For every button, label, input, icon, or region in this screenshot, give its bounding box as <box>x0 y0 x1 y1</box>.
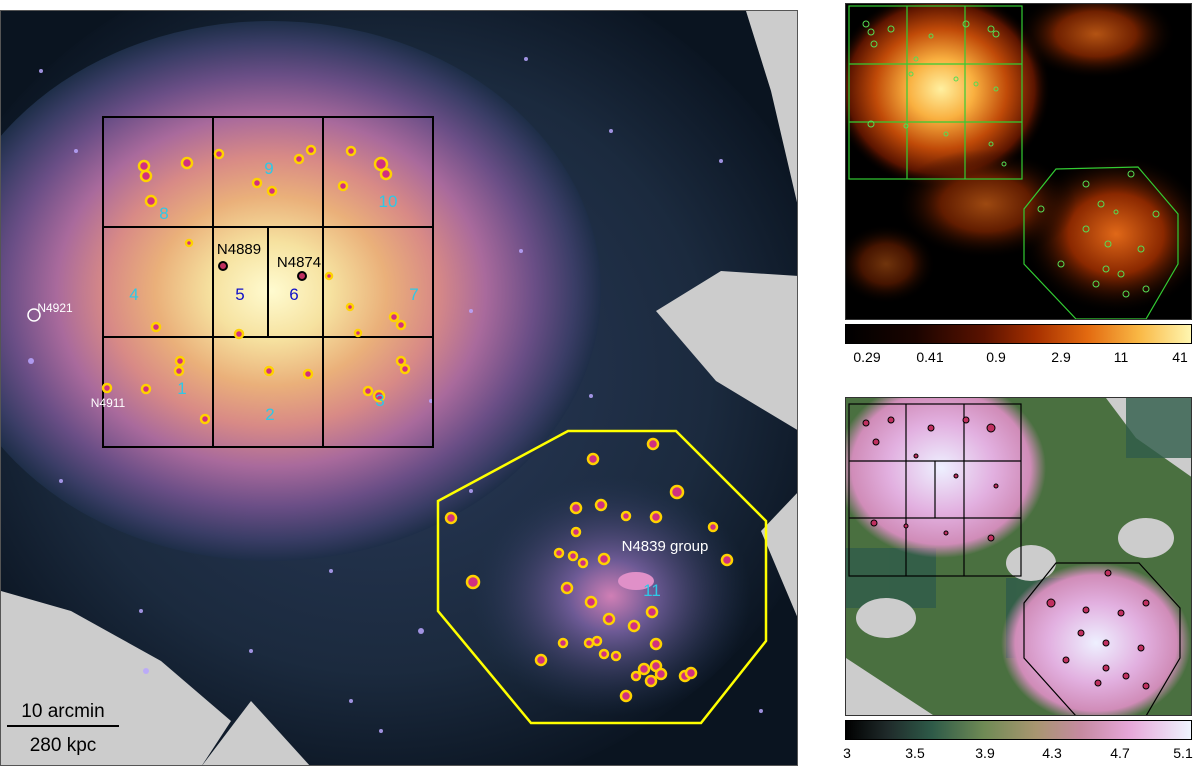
snr-map-canvas <box>846 4 1191 319</box>
subgroup-emission <box>471 476 751 716</box>
chip-gap-bottom <box>202 701 310 765</box>
n4839-core <box>618 572 654 590</box>
colorbar-bottom-tick: 3.9 <box>975 745 995 761</box>
temperature-map-panel <box>845 397 1192 716</box>
region-label-4: 4 <box>129 285 138 304</box>
colorbar-bottom-tick: 3 <box>843 745 851 761</box>
colorbar-bottom-tick: 4.3 <box>1042 745 1062 761</box>
n4839-group-label: N4839 group <box>622 538 709 555</box>
region-label-9: 9 <box>264 159 273 178</box>
region-label-1: 1 <box>177 379 186 398</box>
n4921-marker <box>27 308 41 322</box>
region-label-11: 11 <box>643 581 661 600</box>
region-label-5: 5 <box>235 285 244 304</box>
region-label-3: 3 <box>375 391 384 410</box>
cluster-emission <box>1 21 601 561</box>
chip-gap-top-right <box>746 11 797 203</box>
colorbar-bottom-tick: 5.1 <box>1173 745 1193 761</box>
chip-gap-right <box>656 271 797 430</box>
n4839-region-polygon <box>436 429 768 725</box>
main-xray-image: 1 2 3 4 7 8 9 10 11 5 6 N4889 N4874 N492… <box>0 10 798 766</box>
temperature-colorbar <box>845 720 1192 740</box>
colorbar-top-tick: 0.41 <box>916 349 944 365</box>
scalebar-arcmin-label: 10 arcmin <box>21 701 104 722</box>
colorbar-top-tick: 0.29 <box>853 349 881 365</box>
n4874-label: N4874 <box>277 254 321 271</box>
temperature-map-canvas <box>846 398 1191 715</box>
colorbar-top-tick: 0.9 <box>986 349 1006 365</box>
colorbar-top-tick: 11 <box>1113 349 1129 365</box>
chip-gap-lower-right <box>761 493 797 617</box>
temperature-subgroup <box>1001 563 1191 715</box>
temperature-grid <box>848 403 1181 715</box>
n4874-marker <box>297 271 307 281</box>
n4921-label: N4921 <box>37 301 73 315</box>
region-label-2: 2 <box>265 405 274 424</box>
region-label-8: 8 <box>159 204 168 223</box>
region-label-6: 6 <box>289 285 298 304</box>
region-grid <box>102 116 434 448</box>
n4889-label: N4889 <box>217 241 261 258</box>
colorbar-bottom-tick: 3.5 <box>905 745 925 761</box>
snr-grid <box>848 5 1179 319</box>
snr-colorbar <box>845 324 1192 344</box>
colorbar-top-tick: 2.9 <box>1051 349 1071 365</box>
n4889-marker <box>218 261 228 271</box>
n4911-label: N4911 <box>91 396 126 410</box>
chip-gap-bottom-left <box>1 591 231 765</box>
main-image-canvas: 1 2 3 4 7 8 9 10 11 5 6 N4889 N4874 N492… <box>1 11 797 765</box>
scalebar-kpc-label: 280 kpc <box>30 735 97 756</box>
colorbar-top-tick: 41 <box>1172 349 1188 365</box>
region-label-10: 10 <box>379 192 398 211</box>
snr-cluster-core <box>846 4 1051 189</box>
snr-map-panel <box>845 3 1192 320</box>
point-sources <box>28 57 763 733</box>
colorbar-bottom-tick: 4.7 <box>1110 745 1130 761</box>
excluded-sources <box>101 144 734 703</box>
region-label-7: 7 <box>409 285 418 304</box>
